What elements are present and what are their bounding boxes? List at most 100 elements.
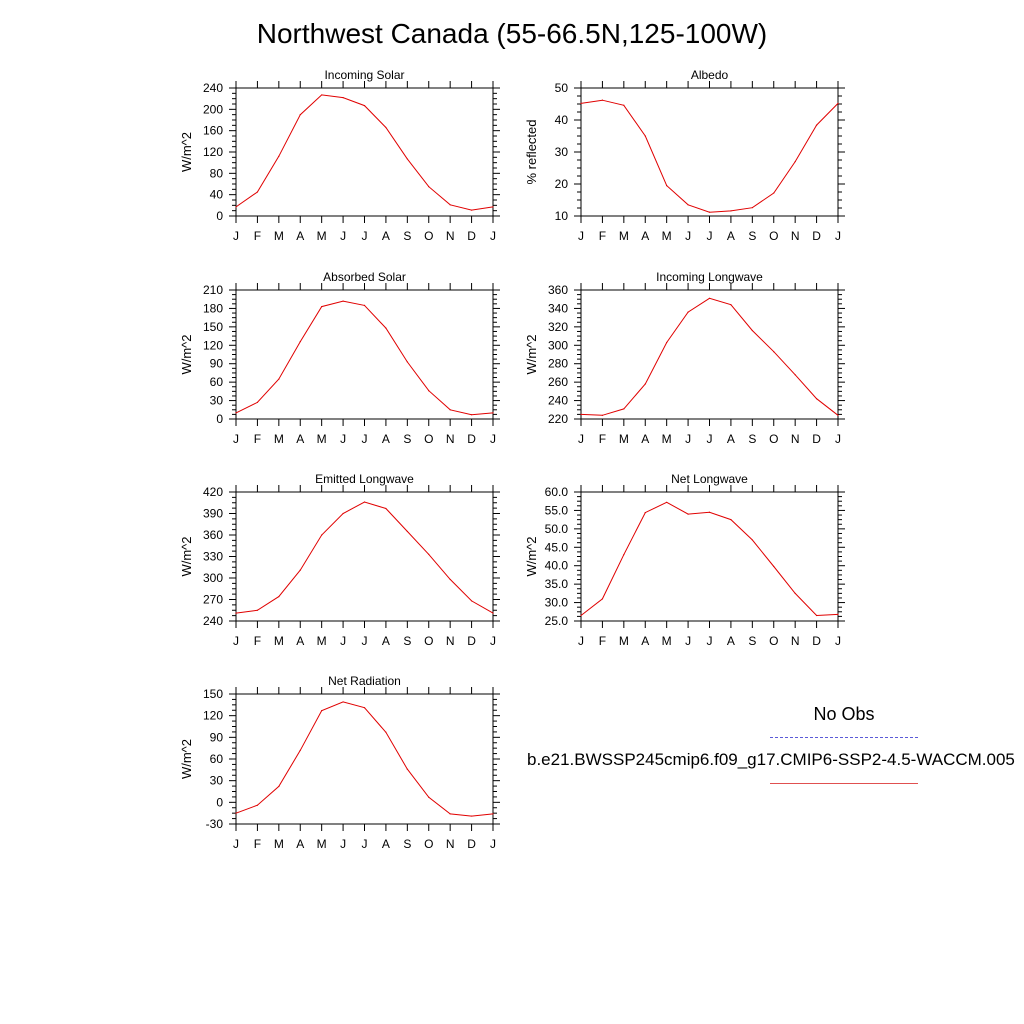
y-tick-label: 120 bbox=[203, 145, 223, 159]
x-tick-label: O bbox=[769, 634, 778, 648]
x-tick-label: F bbox=[254, 634, 261, 648]
data-point bbox=[235, 612, 237, 614]
legend-case-line bbox=[770, 783, 918, 784]
x-tick-label: M bbox=[619, 229, 629, 243]
chart-title: Incoming Solar bbox=[324, 68, 404, 82]
data-point bbox=[385, 731, 387, 733]
y-tick-label: 60.0 bbox=[545, 485, 569, 499]
data-point bbox=[342, 300, 344, 302]
x-tick-label: M bbox=[274, 634, 284, 648]
y-tick-label: 0 bbox=[216, 412, 223, 426]
x-tick-label: M bbox=[317, 837, 327, 851]
x-tick-label: A bbox=[296, 837, 304, 851]
x-tick-label: S bbox=[403, 432, 411, 446]
y-tick-label: 360 bbox=[203, 528, 223, 542]
y-tick-label: 35.0 bbox=[545, 577, 569, 591]
x-tick-label: J bbox=[707, 229, 713, 243]
data-point bbox=[428, 796, 430, 798]
plot-frame bbox=[580, 289, 839, 420]
y-tick-label: 260 bbox=[548, 375, 568, 389]
page-title: Northwest Canada (55-66.5N,125-100W) bbox=[256, 18, 768, 49]
data-point bbox=[385, 507, 387, 510]
legend-obs-label: No Obs bbox=[813, 704, 875, 724]
legend-obs-line bbox=[770, 737, 918, 738]
data-point bbox=[321, 94, 323, 96]
chart-title: Albedo bbox=[691, 68, 729, 82]
x-tick-label: J bbox=[340, 229, 346, 243]
data-point bbox=[837, 102, 839, 104]
y-tick-label: 300 bbox=[548, 338, 568, 352]
data-point bbox=[601, 414, 604, 416]
y-tick-label: 340 bbox=[548, 301, 568, 315]
x-tick-label: J bbox=[707, 432, 713, 446]
data-point bbox=[406, 361, 408, 363]
data-point bbox=[708, 211, 711, 213]
y-tick-label: 150 bbox=[203, 687, 223, 701]
x-tick-label: J bbox=[685, 634, 691, 648]
x-tick-label: N bbox=[791, 634, 800, 648]
series-line bbox=[235, 701, 494, 817]
x-tick-label: J bbox=[490, 837, 496, 851]
x-tick-label: N bbox=[446, 837, 455, 851]
x-tick-label: J bbox=[233, 432, 239, 446]
data-point bbox=[278, 785, 280, 788]
data-point bbox=[492, 612, 494, 614]
x-tick-label: M bbox=[662, 432, 672, 446]
y-tick-label: 150 bbox=[203, 320, 223, 334]
x-tick-label: J bbox=[835, 432, 841, 446]
y-tick-label: 120 bbox=[203, 709, 223, 723]
x-tick-label: M bbox=[317, 229, 327, 243]
series-line bbox=[580, 297, 839, 416]
data-point bbox=[623, 408, 625, 410]
data-point bbox=[235, 812, 237, 814]
x-tick-label: J bbox=[233, 634, 239, 648]
y-tick-label: 120 bbox=[203, 338, 223, 352]
data-point bbox=[428, 186, 430, 188]
data-point bbox=[342, 512, 344, 515]
plot-frame bbox=[235, 289, 494, 420]
data-point bbox=[449, 813, 451, 815]
y-tick-label: 20 bbox=[555, 177, 569, 191]
x-tick-label: J bbox=[362, 229, 368, 243]
x-tick-label: N bbox=[791, 432, 800, 446]
x-tick-label: M bbox=[274, 229, 284, 243]
x-tick-label: J bbox=[707, 634, 713, 648]
x-tick-label: J bbox=[578, 432, 584, 446]
y-tick-label: 10 bbox=[555, 209, 569, 223]
x-tick-label: J bbox=[685, 432, 691, 446]
data-point bbox=[235, 206, 237, 208]
chart-title: Emitted Longwave bbox=[315, 472, 414, 486]
series-line bbox=[235, 501, 494, 614]
x-tick-label: M bbox=[619, 634, 629, 648]
x-tick-label: J bbox=[578, 229, 584, 243]
plot-frame bbox=[235, 87, 494, 217]
data-point bbox=[321, 710, 323, 712]
y-tick-label: 0 bbox=[216, 795, 223, 809]
y-axis-label: W/m^2 bbox=[524, 334, 539, 374]
x-tick-label: A bbox=[641, 634, 649, 648]
data-point bbox=[449, 204, 451, 206]
x-tick-label: A bbox=[727, 432, 735, 446]
series-line bbox=[580, 99, 839, 213]
series-line bbox=[235, 300, 494, 416]
x-tick-label: D bbox=[467, 432, 476, 446]
y-tick-label: 160 bbox=[203, 124, 223, 138]
data-point bbox=[363, 105, 366, 107]
data-point bbox=[644, 135, 646, 137]
x-tick-label: J bbox=[685, 229, 691, 243]
x-tick-label: D bbox=[812, 634, 821, 648]
y-tick-label: 200 bbox=[203, 102, 223, 116]
x-tick-label: S bbox=[403, 229, 411, 243]
data-point bbox=[470, 815, 473, 817]
data-point bbox=[428, 390, 430, 392]
y-tick-label: 320 bbox=[548, 320, 568, 334]
y-axis-label: W/m^2 bbox=[524, 536, 539, 576]
y-axis-label: W/m^2 bbox=[179, 132, 194, 172]
data-point bbox=[299, 749, 301, 751]
x-tick-label: J bbox=[340, 432, 346, 446]
data-point bbox=[666, 501, 668, 503]
data-point bbox=[623, 104, 625, 106]
data-point bbox=[321, 305, 323, 308]
